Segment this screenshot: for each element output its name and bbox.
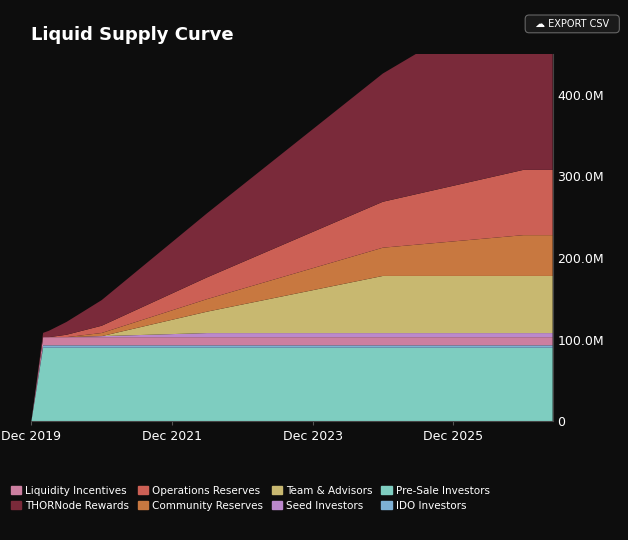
Text: Liquid Supply Curve: Liquid Supply Curve xyxy=(31,26,234,44)
Text: ☁ EXPORT CSV: ☁ EXPORT CSV xyxy=(529,19,615,29)
Legend: Liquidity Incentives, THORNode Rewards, Operations Reserves, Community Reserves,: Liquidity Incentives, THORNode Rewards, … xyxy=(7,482,494,515)
